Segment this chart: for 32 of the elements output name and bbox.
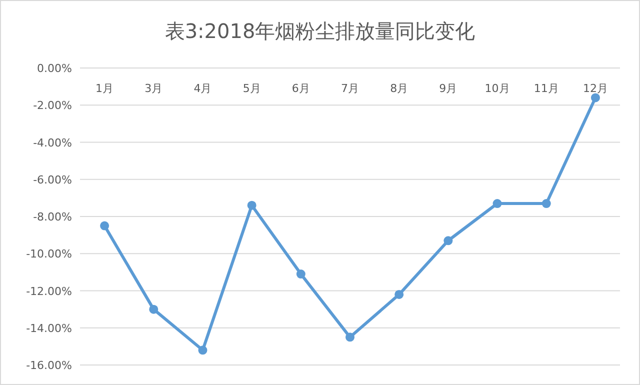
point bbox=[590, 93, 600, 102]
point bbox=[100, 221, 110, 230]
title: 表3:2018年烟粉尘排放量同比变化 bbox=[164, 19, 476, 43]
x-tick-label: 9月 bbox=[439, 82, 458, 95]
x-tick-label: 12月 bbox=[582, 82, 608, 95]
y-tick-label: 0.00% bbox=[37, 62, 72, 75]
y-tick-label: -8.00% bbox=[33, 210, 72, 224]
point bbox=[247, 200, 256, 210]
x-tick-label: 10月 bbox=[484, 82, 510, 95]
y-tick-label: -2.00% bbox=[33, 99, 72, 112]
x-tick-label: 8月 bbox=[390, 82, 408, 95]
x-tick-label: 5月 bbox=[242, 82, 261, 95]
point bbox=[198, 346, 208, 355]
point bbox=[346, 332, 354, 342]
x-tick-label: 11月 bbox=[534, 82, 559, 95]
point bbox=[394, 290, 404, 299]
point bbox=[492, 199, 502, 208]
x-tick-label: 6月 bbox=[292, 82, 310, 95]
x-tick-label: 1月 bbox=[96, 82, 114, 95]
y-tick-label: -6.00% bbox=[33, 173, 72, 186]
point bbox=[149, 304, 158, 314]
point bbox=[296, 270, 306, 279]
y-tick-label: -10.00% bbox=[26, 248, 72, 261]
point bbox=[542, 199, 551, 208]
x-tick-label: 4月 bbox=[194, 82, 212, 95]
x-tick-label: 3月 bbox=[144, 82, 163, 95]
y-tick-label: -12.00% bbox=[26, 284, 72, 298]
y-tick-label: -4.00% bbox=[33, 136, 72, 150]
point bbox=[444, 236, 453, 246]
x-tick-label: 7月 bbox=[341, 82, 359, 95]
y-tick-label: -14.00% bbox=[26, 322, 72, 335]
y-tick-label: -16.00% bbox=[26, 359, 72, 372]
